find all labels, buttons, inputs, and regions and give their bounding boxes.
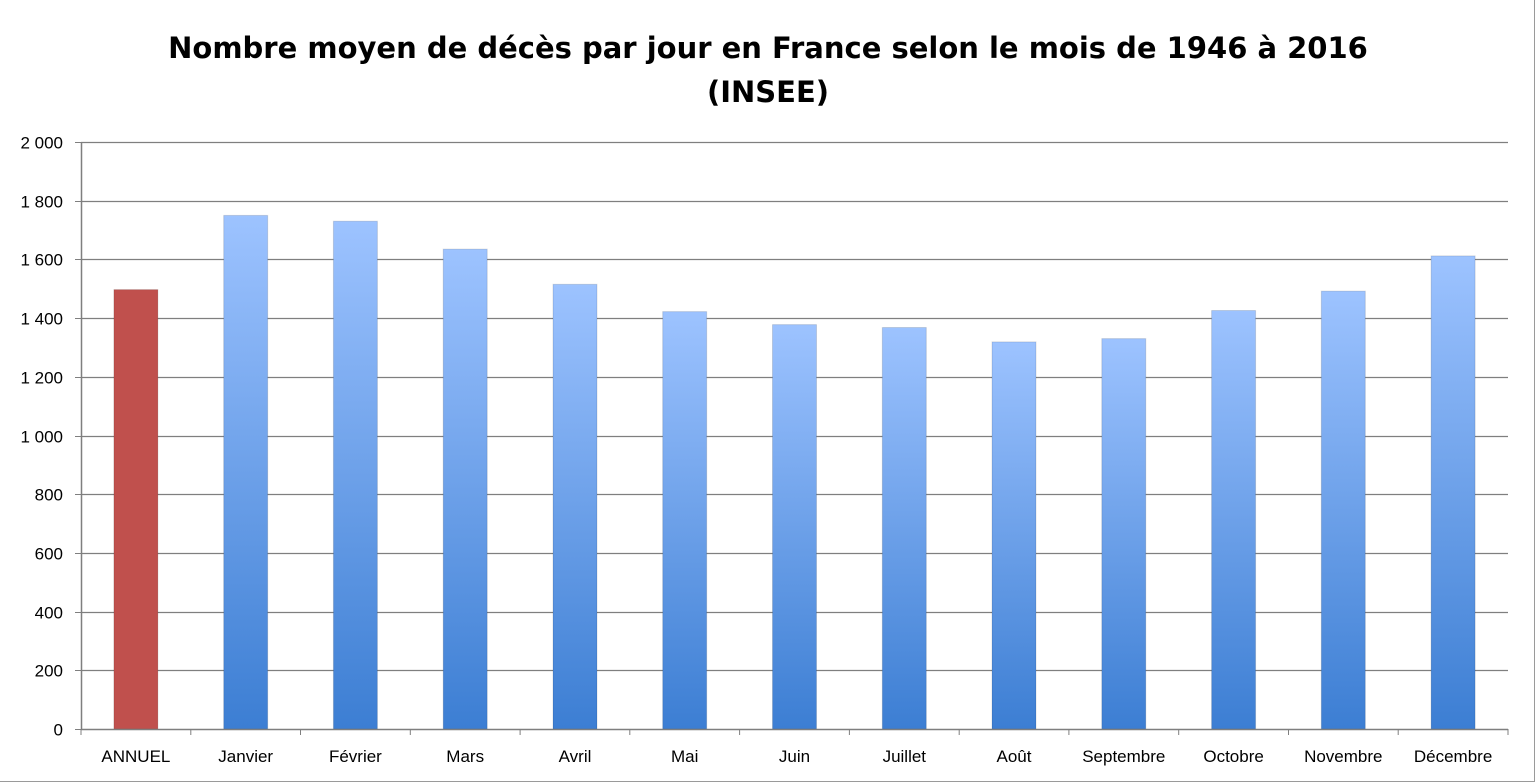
y-tick-label: 800	[35, 486, 63, 505]
y-tick-label: 2 000	[20, 134, 63, 153]
x-tick-label: Novembre	[1304, 747, 1382, 766]
x-axis-tick-labels: ANNUEL Janvier Février Mars Avril Mai Juin Juil…	[80, 729, 1509, 766]
y-tick-label: 1 000	[20, 428, 63, 447]
bar-month	[881, 327, 927, 730]
y-tick-label: 1 200	[20, 369, 63, 388]
y-tick-label: 600	[35, 545, 63, 564]
x-tick-label: Juin	[779, 747, 810, 766]
bar-month	[662, 311, 708, 730]
bar-month	[332, 220, 378, 730]
x-tick-label: Février	[329, 747, 382, 766]
y-tick-label: 1 800	[20, 193, 63, 212]
bar-month	[442, 248, 488, 730]
y-axis-tick-labels: 0 200 400 600 800 1 000 1 200 1 400 1 600 1 800 2 …	[20, 134, 63, 740]
y-tick-label: 200	[35, 662, 63, 681]
y-tick-label: 400	[35, 604, 63, 623]
x-tick-label: ANNUEL	[101, 747, 170, 766]
axes	[80, 142, 1508, 731]
x-tick-label: Décembre	[1414, 747, 1492, 766]
x-tick-label: Août	[997, 747, 1032, 766]
bar-month	[1430, 255, 1476, 730]
chart-title: Nombre moyen de décès par jour en France…	[168, 31, 1368, 65]
bar-month	[552, 283, 598, 730]
bars	[113, 214, 1476, 730]
chart-title-block: Nombre moyen de décès par jour en France…	[0, 26, 1536, 114]
bar-month	[772, 324, 817, 730]
bar-month	[1101, 338, 1147, 730]
x-tick-label: Septembre	[1082, 747, 1165, 766]
x-tick-label: Juillet	[883, 747, 927, 766]
bar-month	[991, 341, 1037, 730]
bar-month	[1320, 290, 1366, 730]
bar-month	[223, 214, 269, 730]
y-tick-label: 1 400	[20, 310, 63, 329]
y-tick-label: 1 600	[20, 251, 63, 270]
bar-month	[1211, 310, 1257, 730]
chart-subtitle: (INSEE)	[706, 75, 830, 109]
y-tick-label: 0	[54, 721, 63, 740]
x-tick-label: Mars	[446, 747, 484, 766]
bar-annuel	[113, 289, 159, 730]
x-tick-label: Avril	[559, 747, 592, 766]
x-tick-label: Octobre	[1203, 747, 1263, 766]
x-tick-label: Mai	[671, 747, 698, 766]
x-tick-label: Janvier	[218, 747, 273, 766]
